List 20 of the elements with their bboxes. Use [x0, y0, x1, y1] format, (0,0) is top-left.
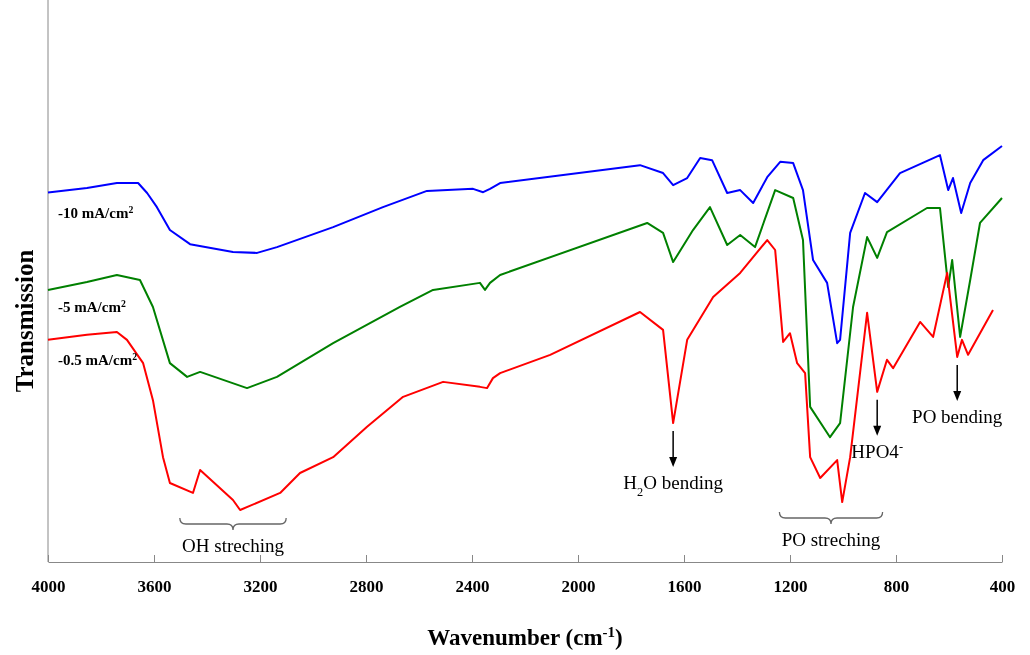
x-tick-label: 3200	[243, 577, 278, 597]
x-tick-label: 800	[883, 577, 910, 597]
y-axis-title: Transmission	[11, 249, 38, 393]
x-tick-label: 2000	[561, 577, 596, 597]
x-tick-label: 3600	[137, 577, 172, 597]
x-tick-label: 2800	[349, 577, 384, 597]
annotation: HPO4$^{-}$	[851, 439, 904, 462]
x-tick-label: 2400	[455, 577, 490, 597]
series-label: -10 mA/cm$^{2}$	[58, 203, 134, 222]
x-tick-label: 4000	[31, 577, 66, 597]
annotation: PO streching	[781, 529, 881, 550]
annotation: OH streching	[182, 535, 285, 556]
x-tick-label: 400	[989, 577, 1016, 597]
x-tick-label: 1200	[773, 577, 808, 597]
series-label: -5 mA/cm$^{2}$	[58, 297, 126, 316]
x-axis-title: Wavenumber (cm$^{-1}$)	[427, 624, 623, 650]
annotation: PO bending	[912, 405, 1003, 427]
x-tick-label: 1600	[667, 577, 702, 597]
series-label: -0.5 mA/cm$^{2}$	[58, 350, 138, 368]
annotation: H$_{2}$O bending	[623, 472, 724, 500]
